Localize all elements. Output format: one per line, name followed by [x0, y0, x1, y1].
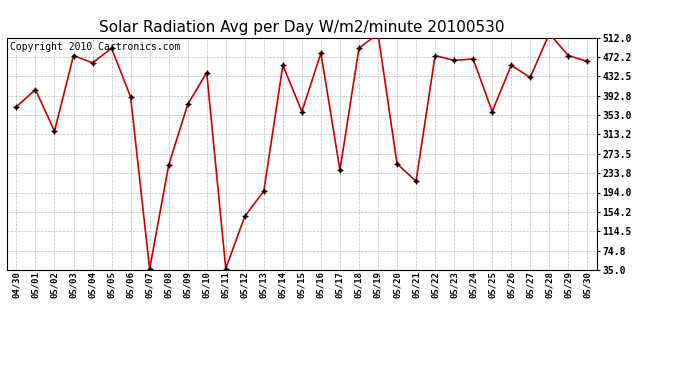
Title: Solar Radiation Avg per Day W/m2/minute 20100530: Solar Radiation Avg per Day W/m2/minute … [99, 20, 504, 35]
Text: Copyright 2010 Cartronics.com: Copyright 2010 Cartronics.com [10, 42, 180, 52]
